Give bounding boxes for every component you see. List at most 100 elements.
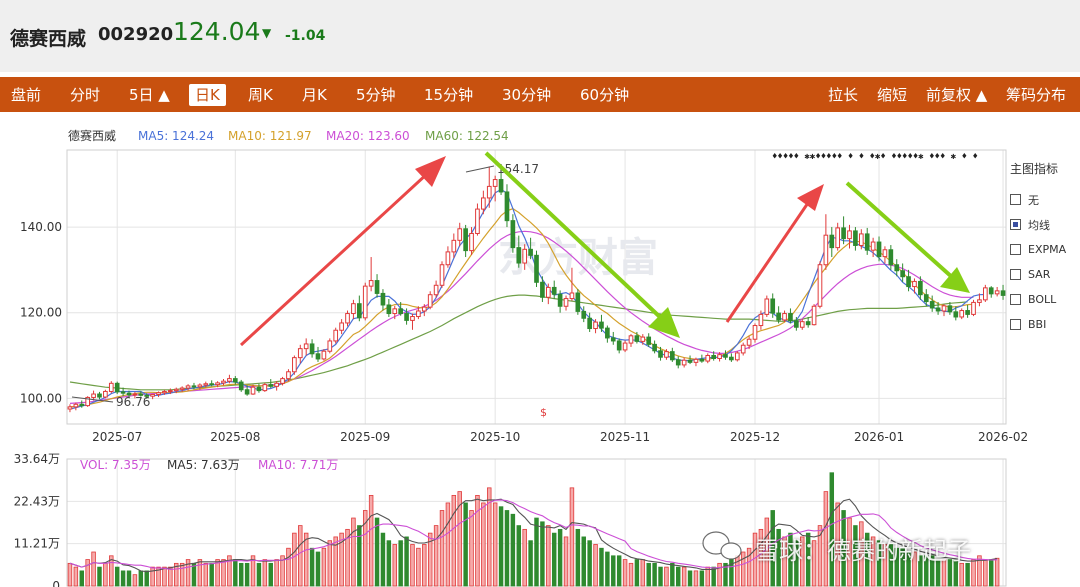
checkbox-sar[interactable]: [1010, 269, 1021, 280]
indicator-option-none[interactable]: 无: [1010, 187, 1080, 212]
volume-bar: [888, 544, 894, 587]
indicator-option-boll[interactable]: BOLL: [1010, 287, 1080, 312]
candle: [179, 386, 185, 392]
candle: [729, 353, 734, 362]
legend-vol: VOL: 7.35万: [80, 458, 151, 472]
candle-body: [770, 298, 776, 314]
volume-bar: [280, 555, 285, 587]
volume-bar: [605, 551, 610, 587]
candle: [551, 280, 557, 299]
candle-body: [356, 303, 362, 319]
volume-bar: [168, 566, 173, 587]
candle: [587, 312, 592, 332]
indicator-option-expma[interactable]: EXPMA: [1010, 237, 1080, 262]
tab-intraday[interactable]: 分时: [70, 86, 101, 104]
volume-bar: [693, 570, 699, 587]
candle: [652, 340, 657, 354]
candle-body: [687, 359, 693, 363]
candle-body: [522, 248, 528, 264]
candle: [244, 385, 250, 396]
candle-body: [988, 287, 994, 295]
volume-bar: [398, 540, 403, 587]
candle-body: [203, 383, 209, 386]
date-tick-label: 2025-11: [600, 430, 650, 444]
candle: [416, 306, 421, 320]
tab-5min[interactable]: 5分钟: [356, 86, 396, 104]
candle-body: [752, 325, 758, 340]
candle-body: [209, 383, 215, 386]
candle: [829, 227, 835, 258]
candle-body: [179, 387, 185, 390]
candle: [138, 391, 144, 397]
candle: [858, 229, 864, 250]
candle-body: [120, 391, 126, 394]
kline-chart[interactable]: 东方财富 100.00120.00140.00011.21万22.43万33.6…: [0, 112, 1080, 587]
volume-bar: [374, 517, 380, 587]
adjust-dropdown[interactable]: 前复权 ▲: [926, 86, 988, 104]
candle: [368, 257, 374, 292]
candle: [481, 190, 486, 215]
checkbox-none[interactable]: [1010, 194, 1021, 205]
shrink-button[interactable]: 缩短: [877, 86, 908, 104]
volume-bar: [357, 525, 362, 587]
date-tick-label: 2025-08: [210, 430, 260, 444]
volume-bar: [823, 491, 829, 587]
candle: [705, 353, 711, 364]
price-tick-label: 140.00: [20, 220, 62, 234]
tab-30min[interactable]: 30分钟: [502, 86, 552, 104]
volume-bar: [770, 510, 775, 587]
volume-bar: [481, 502, 486, 587]
volume-bar: [114, 566, 120, 587]
tab-15min[interactable]: 15分钟: [424, 86, 474, 104]
candle-body: [421, 306, 427, 312]
candle-body: [675, 359, 681, 366]
candle: [894, 259, 900, 277]
candle: [622, 340, 628, 353]
candle-body: [333, 329, 339, 342]
tab-premarket[interactable]: 盘前: [11, 86, 42, 104]
date-tick-label: 2025-12: [730, 430, 780, 444]
indicator-option-bbi[interactable]: BBI: [1010, 312, 1080, 337]
volume-bar: [457, 491, 462, 587]
tab-weekly-k[interactable]: 周K: [248, 86, 273, 104]
chip-distribution-button[interactable]: 筹码分布: [1006, 86, 1067, 104]
volume-bar: [209, 562, 214, 587]
volume-ma10-line: [69, 499, 998, 570]
checkbox-expma[interactable]: [1010, 244, 1021, 255]
volume-bar: [298, 525, 303, 587]
checkbox-ma[interactable]: [1010, 219, 1021, 230]
checkbox-boll[interactable]: [1010, 294, 1021, 305]
volume-bar: [244, 562, 250, 587]
tab-5day[interactable]: 5日 ▲: [129, 86, 170, 104]
checkbox-bbi[interactable]: [1010, 319, 1021, 330]
tab-daily-k[interactable]: 日K: [189, 84, 226, 106]
stretch-button[interactable]: 拉长: [828, 86, 859, 104]
candle-body: [327, 340, 333, 352]
candle-body: [823, 234, 829, 266]
candle: [864, 227, 870, 255]
volume-bar: [469, 510, 474, 587]
indicator-option-sar[interactable]: SAR: [1010, 262, 1080, 287]
candle: [215, 381, 220, 388]
candle: [286, 369, 291, 382]
candle: [327, 338, 333, 354]
candle-body: [717, 354, 722, 359]
candle: [746, 336, 752, 350]
uptrend-arrow-1: [239, 171, 430, 347]
candle: [758, 310, 764, 330]
candle-body: [894, 264, 900, 272]
candle: [941, 304, 947, 317]
candle: [469, 227, 474, 255]
candle: [581, 306, 587, 323]
candle: [203, 381, 209, 388]
candle: [906, 269, 911, 292]
volume-bar: [433, 525, 439, 587]
tab-60min[interactable]: 60分钟: [580, 86, 630, 104]
candle-body: [433, 284, 439, 296]
tab-monthly-k[interactable]: 月K: [302, 86, 327, 104]
candle: [628, 334, 634, 347]
candle-body: [788, 313, 793, 322]
stock-name: 德赛西威: [10, 28, 87, 50]
candle: [811, 304, 817, 326]
indicator-option-ma[interactable]: 均线: [1010, 212, 1080, 237]
